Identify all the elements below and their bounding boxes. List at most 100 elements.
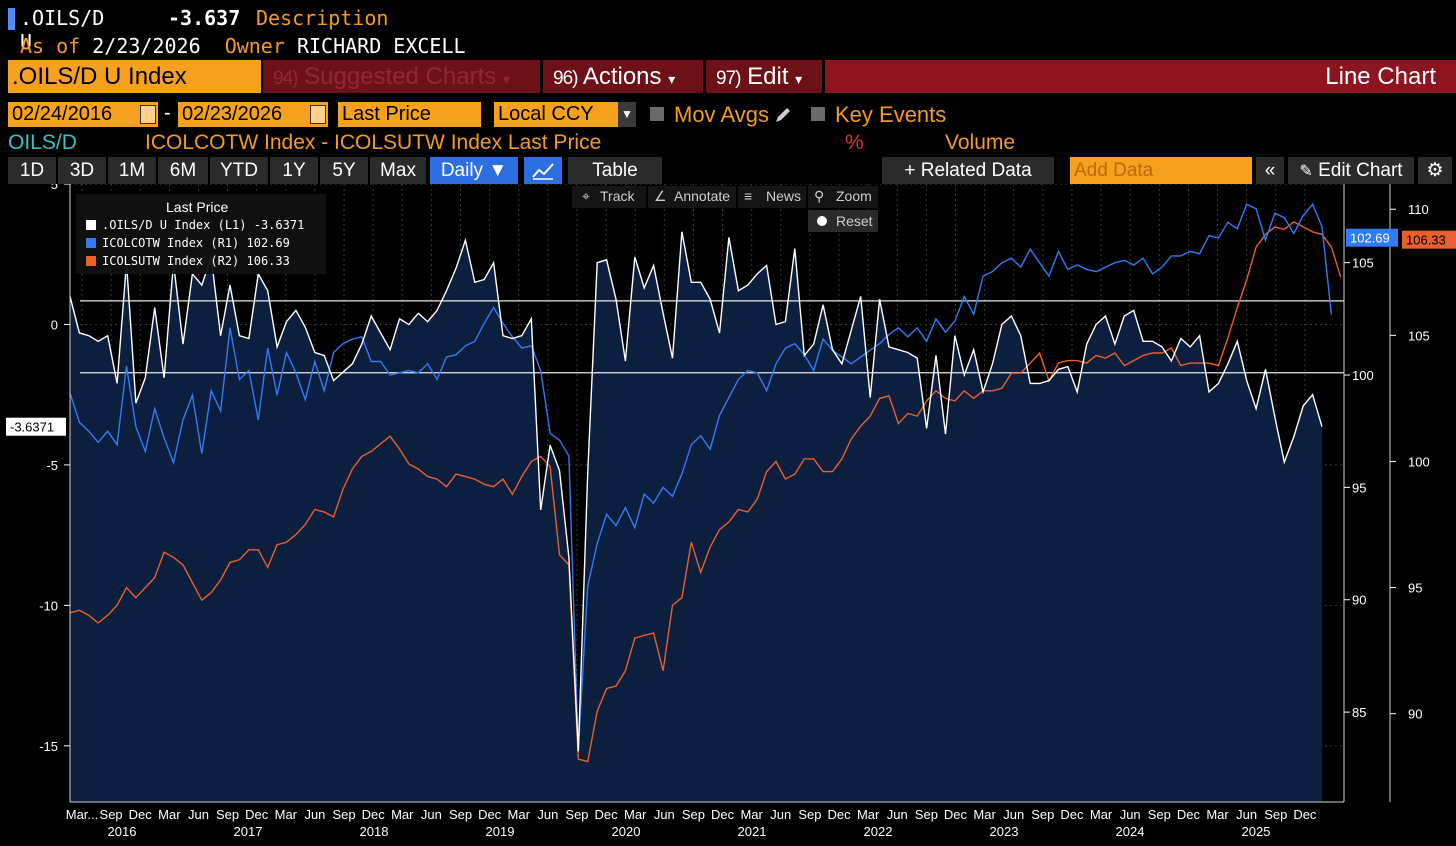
x-month-label: Sep	[1148, 807, 1171, 822]
x-year-label: 2021	[738, 824, 767, 839]
security-field[interactable]: .OILS/D U Index	[8, 60, 261, 93]
currency-select[interactable]: Local CCY ▼	[494, 102, 636, 127]
period-button-ytd[interactable]: YTD	[210, 157, 268, 184]
x-year-label: 2024	[1116, 824, 1145, 839]
x-month-label: Dec	[1177, 807, 1201, 822]
x-month-label: Sep	[332, 807, 355, 822]
owner-label: Owner	[224, 34, 285, 58]
suggested-charts-button[interactable]: 94) Suggested Charts ▾	[263, 60, 540, 93]
right2-tick-label: 100	[1408, 454, 1430, 469]
frequency-dropdown[interactable]: Daily ▼	[430, 157, 518, 184]
x-month-label: Dec	[595, 807, 619, 822]
right2-tick-label: 105	[1408, 328, 1430, 343]
right1-tick-label: 85	[1352, 705, 1366, 720]
date-separator: -	[164, 102, 171, 124]
period-button-5y[interactable]: 5Y	[320, 157, 368, 184]
last-value-tag-r2	[1402, 230, 1456, 249]
related-data-button[interactable]: + Related Data	[882, 157, 1054, 184]
last-value-label-r1: 102.69	[1350, 231, 1390, 246]
description-label: Description	[256, 6, 389, 30]
x-month-label: Mar	[1090, 807, 1113, 822]
end-date-field[interactable]: 02/23/2026	[178, 102, 328, 127]
area-fill-oils	[70, 231, 1322, 803]
x-month-label: Sep	[565, 807, 588, 822]
last-value-tag-left	[6, 417, 66, 436]
legend-entry-icolcotw: ICOLCOTW Index (R1) 102.69	[102, 236, 290, 250]
series-line-icolcotw-index	[69, 202, 1333, 751]
pencil-icon[interactable]	[773, 105, 793, 125]
reset-button[interactable]: Reset	[836, 213, 873, 229]
x-month-label: Mar	[508, 807, 531, 822]
as-of-label: As of	[20, 34, 81, 58]
x-month-label: Mar	[275, 807, 298, 822]
left-tick-label: -15	[39, 739, 58, 754]
line-chart-icon[interactable]	[524, 157, 562, 184]
left-tick-label: 0	[51, 317, 58, 332]
period-button-1d[interactable]: 1D	[8, 157, 56, 184]
reset-icon[interactable]	[817, 216, 827, 226]
x-month-label: Jun	[421, 807, 442, 822]
right2-tick-label: 90	[1408, 707, 1422, 722]
x-month-label: Dec	[245, 807, 269, 822]
add-data-input[interactable]: Add Data	[1070, 157, 1252, 184]
suggested-label: Suggested Charts	[304, 63, 497, 90]
x-month-label: Jun	[304, 807, 325, 822]
mov-avgs-label: Mov Avgs	[674, 102, 769, 127]
legend-swatch-icolcotw	[86, 238, 96, 248]
ticker-value: -3.637	[168, 6, 241, 30]
x-year-label: 2017	[234, 824, 263, 839]
title-bar: .OILS/D U Index 94) Suggested Charts ▾ 9…	[0, 60, 1456, 94]
left-tick-label: -10	[39, 598, 58, 613]
x-year-label: 2018	[360, 824, 389, 839]
news-button[interactable]: News	[766, 188, 801, 204]
mov-avgs-checkbox[interactable]	[650, 107, 664, 121]
period-button-1m[interactable]: 1M	[108, 157, 156, 184]
actions-menu-button[interactable]: 96) Actions ▾	[543, 60, 703, 93]
price-field-select[interactable]: Last Price	[338, 102, 481, 127]
price-chart[interactable]: 5 0 -5 -10 -15 105 100 95 90 85 110 105 100 95 90 -3.63…	[0, 184, 1456, 846]
calendar-icon[interactable]	[140, 105, 156, 124]
annotate-icon[interactable]: ∠	[654, 188, 667, 204]
key-events-label: Key Events	[835, 102, 947, 127]
zoom-icon[interactable]: ⚲	[814, 188, 824, 204]
period-button-1y[interactable]: 1Y	[270, 157, 318, 184]
chart-formula: ICOLCOTW Index - ICOLSUTW Index Last Pri…	[145, 131, 602, 154]
edit-menu-button[interactable]: 97) Edit ▾	[706, 60, 822, 93]
x-month-label: Dec	[362, 807, 386, 822]
gear-icon[interactable]: ⚙	[1418, 157, 1452, 184]
period-button-3d[interactable]: 3D	[58, 157, 106, 184]
x-month-label: Dec	[827, 807, 851, 822]
track-button[interactable]: Track	[600, 188, 635, 204]
dropdown-arrow-icon[interactable]: ▼	[618, 102, 636, 127]
chevron-down-icon: ▾	[668, 71, 676, 87]
collapse-icon[interactable]: «	[1256, 157, 1284, 184]
table-button[interactable]: Table	[568, 157, 662, 184]
percent-toggle[interactable]: %	[845, 131, 864, 154]
x-month-label: Sep	[1264, 807, 1287, 822]
x-month-label: Dec	[944, 807, 968, 822]
annotate-button[interactable]: Annotate	[674, 188, 730, 204]
period-button-max[interactable]: Max	[370, 157, 426, 184]
x-month-label: Dec	[478, 807, 502, 822]
x-month-label: Dec	[1060, 807, 1084, 822]
key-events-checkbox[interactable]	[811, 107, 825, 121]
x-month-label: Sep	[1031, 807, 1054, 822]
left-tick-label: 5	[51, 184, 58, 192]
owner-name: RICHARD EXCELL	[296, 34, 466, 58]
x-month-label: Mar	[624, 807, 647, 822]
crosshair-icon[interactable]: ⌖	[582, 188, 590, 204]
x-month-label: Mar	[391, 807, 414, 822]
news-icon[interactable]: ≡	[744, 188, 752, 204]
period-button-6m[interactable]: 6M	[158, 157, 208, 184]
chart-legend: Last Price .OILS/D U Index (L1) -3.6371 …	[76, 194, 326, 274]
axes: 5 0 -5 -10 -15 105 100 95 90 85 110 105 100 95 90 -3.63…	[6, 184, 1456, 839]
x-month-label: Mar	[857, 807, 880, 822]
zoom-button[interactable]: Zoom	[836, 188, 872, 204]
edit-chart-button[interactable]: ✎ Edit Chart	[1288, 157, 1414, 184]
x-year-label: 2023	[990, 824, 1019, 839]
chart-short-title: OILS/D	[8, 131, 77, 154]
period-toolbar: 1D 3D 1M 6M YTD 1Y 5Y Max Daily ▼ Table …	[0, 157, 1456, 184]
calendar-icon[interactable]	[310, 105, 326, 124]
right1-tick-label: 100	[1352, 368, 1374, 383]
start-date-field[interactable]: 02/24/2016	[8, 102, 158, 127]
